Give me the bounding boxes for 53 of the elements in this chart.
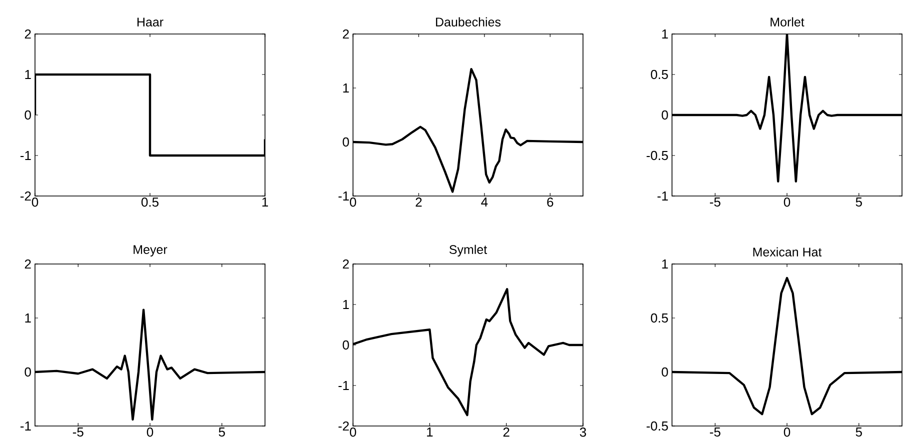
- y-tick-label: 2: [342, 29, 349, 39]
- y-tick-label: 0.5: [650, 70, 668, 80]
- x-tick-label: 3: [580, 428, 586, 437]
- x-tick-label: 2: [416, 198, 422, 207]
- y-tick-label: 2: [24, 259, 31, 269]
- x-tick-label: -5: [710, 198, 720, 207]
- x-tick-label: 1: [427, 428, 433, 436]
- y-tick-label: 1: [662, 260, 668, 268]
- x-tick-label: 5: [218, 428, 225, 437]
- chart-title: Mexican Hat: [753, 247, 822, 256]
- y-tick-label: 0.5: [650, 313, 668, 323]
- y-tick-label: 0: [24, 110, 31, 120]
- y-tick-label: -1: [20, 151, 31, 160]
- x-tick-label: 5: [856, 428, 862, 437]
- y-tick-label: 0: [24, 367, 31, 377]
- x-tick-label: 0: [350, 198, 356, 207]
- x-tick-label: 0: [784, 198, 790, 207]
- chart-title: Meyer: [134, 245, 168, 256]
- chart-title: Morlet: [770, 17, 804, 26]
- y-tick-label: -1: [338, 381, 349, 390]
- y-tick-label: 1: [343, 84, 349, 92]
- y-tick-label: -2: [338, 421, 349, 431]
- y-tick-label: 0: [662, 367, 668, 377]
- y-tick-label: -1: [338, 192, 349, 200]
- x-tick-label: 0: [146, 428, 154, 437]
- x-tick-label: 0: [350, 428, 356, 437]
- y-tick-label: 2: [342, 259, 349, 269]
- chart-title: Symlet: [449, 244, 488, 256]
- y-tick-label: 1: [25, 314, 31, 322]
- y-tick-label: 0: [342, 137, 349, 147]
- y-tick-label: -1: [657, 192, 668, 200]
- chart-title: Haar: [137, 18, 164, 26]
- y-tick-label: 1: [343, 300, 349, 309]
- y-tick-label: -0.5: [646, 150, 668, 160]
- x-tick-label: 1: [262, 198, 268, 206]
- y-tick-label: 2: [24, 29, 31, 39]
- x-tick-label: 5: [856, 198, 862, 207]
- x-tick-label: 4: [481, 198, 488, 206]
- x-tick-label: 0: [32, 198, 38, 207]
- x-tick-label: 6: [547, 198, 554, 207]
- x-tick-label: -5: [72, 428, 84, 437]
- y-tick-label: 0: [342, 340, 349, 350]
- x-tick-label: 0.5: [141, 198, 158, 207]
- x-tick-label: 2: [503, 428, 510, 437]
- x-tick-label: 0: [784, 428, 790, 437]
- y-tick-label: -1: [20, 422, 31, 430]
- y-tick-label: 0: [662, 110, 668, 120]
- y-tick-label: -0.5: [646, 421, 668, 431]
- y-tick-label: -2: [20, 191, 31, 201]
- y-tick-label: 1: [662, 30, 668, 38]
- x-tick-label: -5: [710, 428, 720, 437]
- chart-title: Daubechies: [436, 17, 501, 26]
- y-tick-label: 1: [25, 70, 31, 79]
